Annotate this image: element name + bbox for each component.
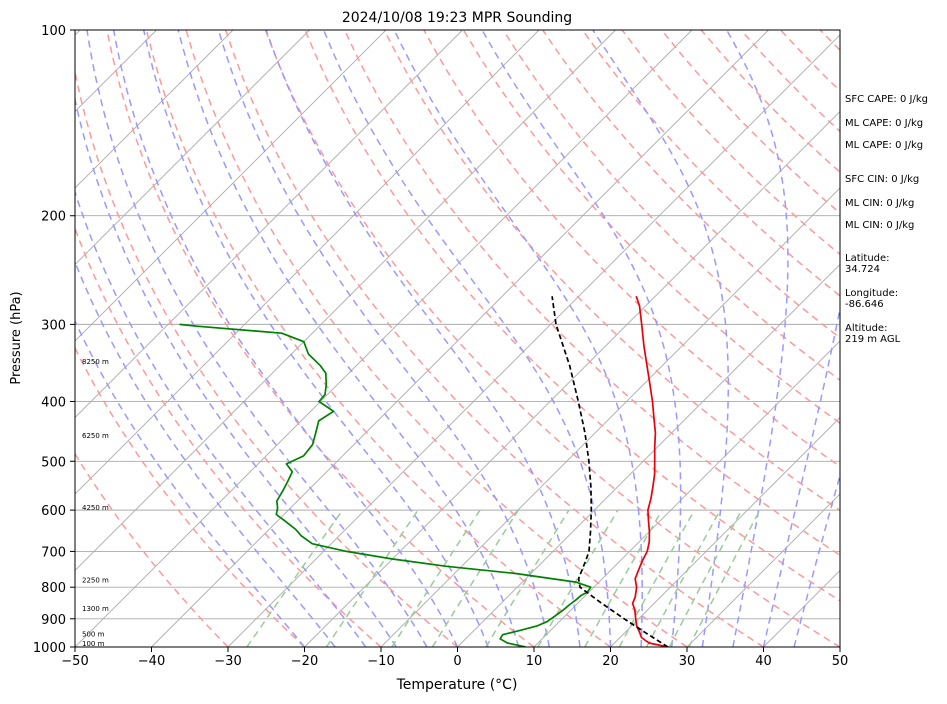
height-label: 8250 m [82,358,109,366]
height-label: 1300 m [82,605,109,613]
chart-title: 2024/10/08 19:23 MPR Sounding [342,10,572,26]
height-label: 500 m [82,631,105,639]
panel-label: Altitude: [845,323,887,334]
x-tick-label: −30 [214,654,241,669]
x-tick-label: −40 [138,654,165,669]
x-tick-label: 40 [755,654,772,669]
y-tick-label: 900 [41,613,66,628]
x-tick-label: 30 [679,654,696,669]
height-label: 6250 m [82,432,109,440]
x-tick-label: −10 [367,654,394,669]
y-tick-label: 700 [41,545,66,560]
y-tick-label: 400 [41,395,66,410]
height-label: 2250 m [82,576,109,584]
y-tick-label: 800 [41,581,66,596]
y-tick-label: 500 [41,455,66,470]
panel-label: ML CIN: 0 J/kg [845,198,914,209]
y-axis-label: Pressure (hPa) [9,291,24,384]
panel-label: Longitude: [845,288,898,299]
x-tick-label: 50 [832,654,849,669]
x-tick-label: −20 [291,654,318,669]
y-tick-label: 100 [41,24,66,39]
panel-label: Latitude: [845,253,890,264]
panel-label: ML CIN: 0 J/kg [845,220,914,231]
panel-value: 34.724 [845,264,880,275]
y-tick-label: 1000 [33,641,66,656]
x-tick-label: 10 [526,654,543,669]
panel-value: 219 m AGL [845,334,901,345]
panel-label: ML CAPE: 0 J/kg [845,140,923,151]
y-tick-label: 600 [41,504,66,519]
panel-label: SFC CIN: 0 J/kg [845,174,919,185]
panel-label: SFC CAPE: 0 J/kg [845,94,928,105]
x-tick-label: −50 [61,654,88,669]
x-tick-label: 0 [453,654,461,669]
panel-label: ML CAPE: 0 J/kg [845,118,923,129]
x-axis-label: Temperature (°C) [396,677,518,693]
height-label: 4250 m [82,504,109,512]
x-tick-label: 20 [602,654,619,669]
panel-value: -86.646 [845,299,884,310]
y-tick-label: 300 [41,318,66,333]
y-tick-label: 200 [41,210,66,225]
